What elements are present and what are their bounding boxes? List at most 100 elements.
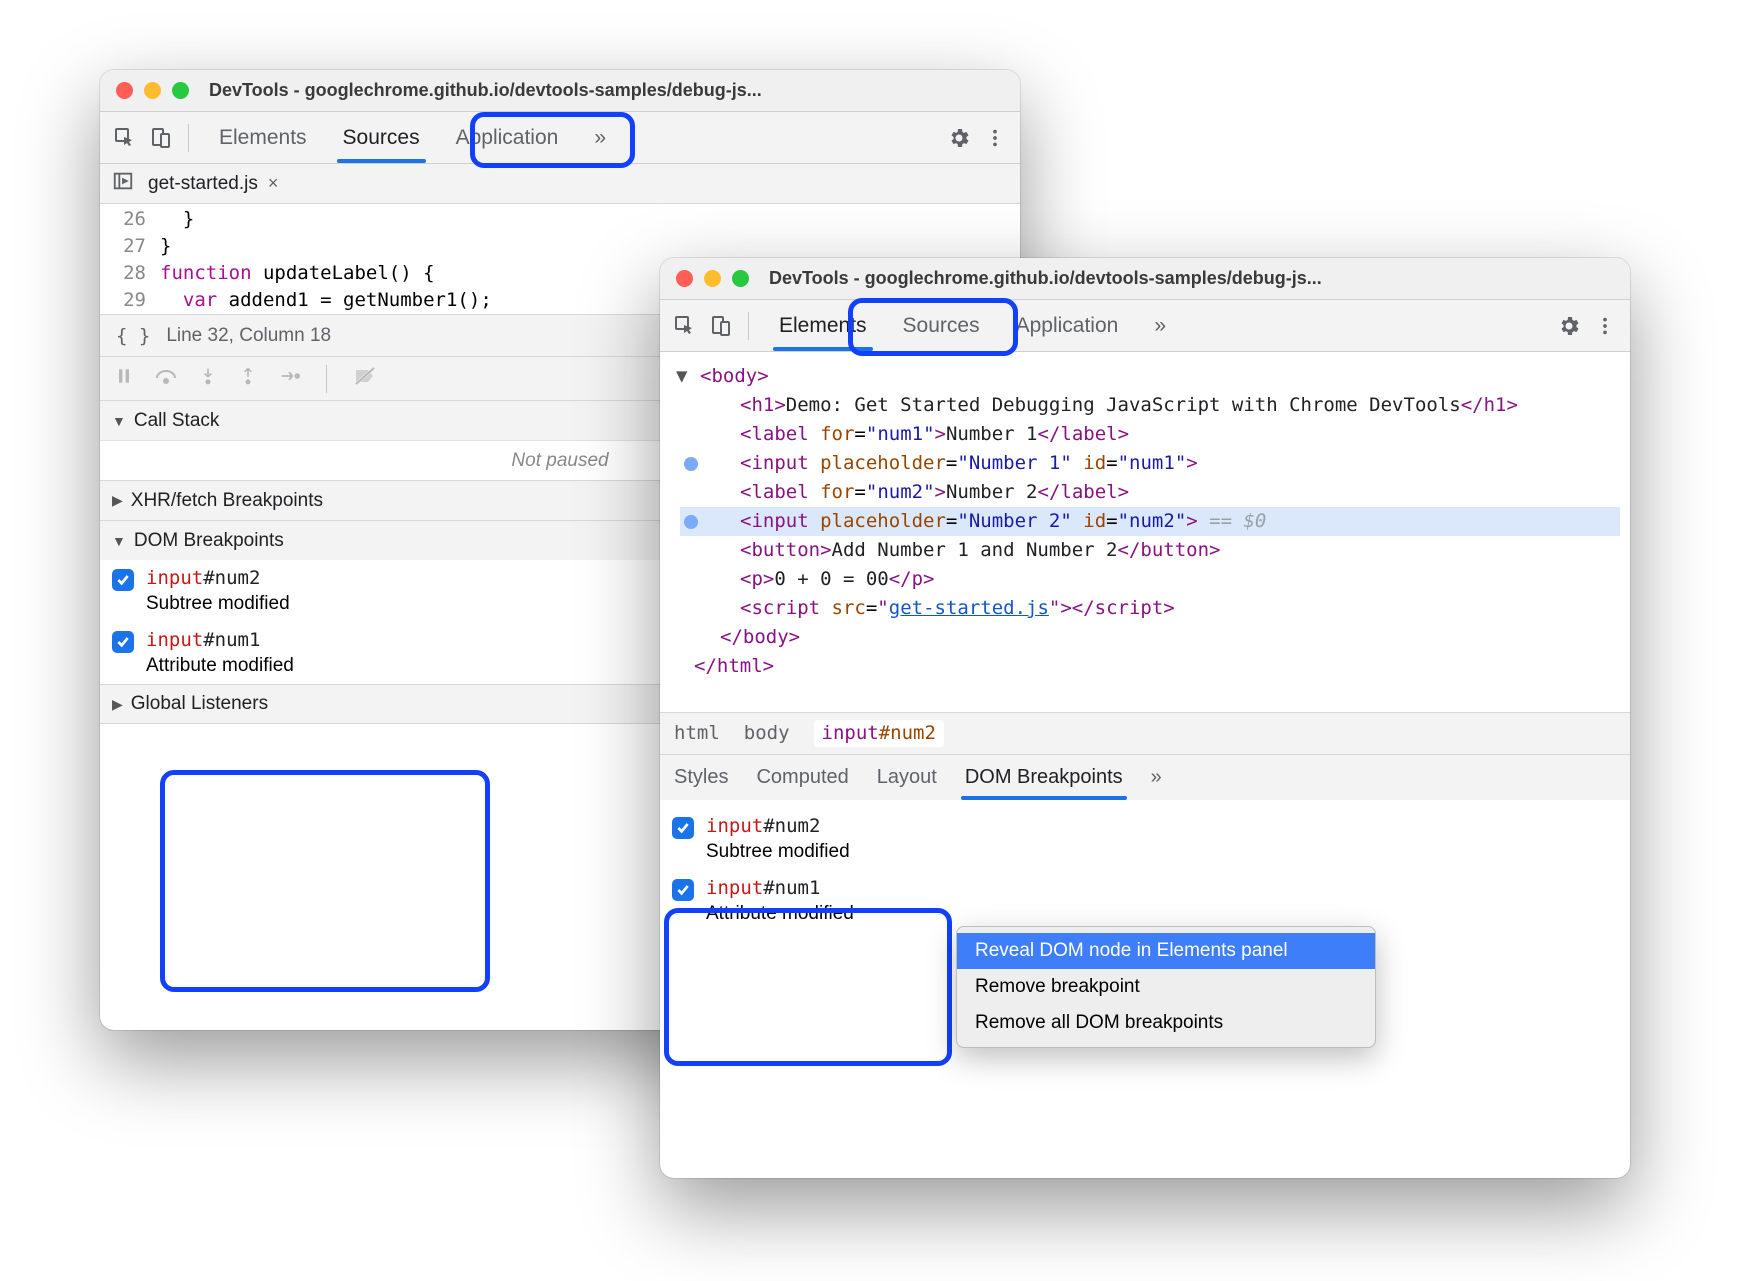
step-over-icon[interactable]	[154, 366, 178, 391]
line-number: 26	[100, 206, 160, 233]
line-number: 28	[100, 260, 160, 287]
panel-tabs: Elements Sources Application »	[761, 300, 1184, 351]
subtab-styles[interactable]: Styles	[674, 755, 728, 800]
dom-node-body-close[interactable]: </body>	[680, 623, 1620, 652]
dom-breakpoint-item[interactable]: input#num2Subtree modified	[660, 808, 1630, 870]
kebab-icon[interactable]	[980, 123, 1010, 153]
dom-node-h1[interactable]: <h1>Demo: Get Started Debugging JavaScri…	[680, 391, 1620, 420]
step-into-icon[interactable]	[198, 366, 218, 391]
dom-node-script[interactable]: <script src="get-started.js"></script>	[680, 594, 1620, 623]
window-title: DevTools - googlechrome.github.io/devtoo…	[769, 268, 1322, 289]
line-number: 29	[100, 287, 160, 314]
chevron-right-icon: ▶	[112, 696, 123, 713]
breakpoint-label: input#num2Subtree modified	[706, 814, 850, 864]
code-line: function updateLabel() {	[160, 260, 435, 287]
tab-elements[interactable]: Elements	[761, 300, 885, 351]
dom-node-button[interactable]: <button>Add Number 1 and Number 2</butto…	[680, 536, 1620, 565]
file-tab[interactable]: get-started.js ×	[148, 173, 278, 195]
breakpoint-marker-icon	[684, 457, 698, 471]
ctx-remove-all-breakpoints[interactable]: Remove all DOM breakpoints	[957, 1005, 1375, 1041]
main-toolbar: Elements Sources Application »	[100, 112, 1020, 164]
dom-node-input-num1[interactable]: <input placeholder="Number 1" id="num1">	[680, 449, 1620, 478]
code-line: }	[160, 206, 194, 233]
tab-more[interactable]: »	[1136, 300, 1184, 351]
dom-breakpoint-item[interactable]: input#num1Attribute modified	[660, 870, 1630, 932]
cursor-position: Line 32, Column 18	[166, 325, 331, 347]
device-toggle-icon[interactable]	[706, 311, 736, 341]
minimize-icon[interactable]	[144, 82, 161, 99]
chevron-down-icon: ▼	[112, 413, 126, 429]
minimize-icon[interactable]	[704, 270, 721, 287]
crumb-html[interactable]: html	[674, 722, 720, 745]
divider	[188, 124, 189, 152]
checkbox-checked-icon[interactable]	[112, 569, 134, 591]
code-line: }	[160, 233, 171, 260]
line-number: 27	[100, 233, 160, 260]
breakpoint-label: input#num1Attribute modified	[706, 876, 854, 926]
subtab-dom-breakpoints[interactable]: DOM Breakpoints	[965, 755, 1123, 800]
tab-application[interactable]: Application	[998, 300, 1137, 351]
step-out-icon[interactable]	[238, 366, 258, 391]
tab-application[interactable]: Application	[438, 112, 577, 163]
titlebar: DevTools - googlechrome.github.io/devtoo…	[100, 70, 1020, 112]
inspect-icon[interactable]	[670, 311, 700, 341]
tab-elements[interactable]: Elements	[201, 112, 325, 163]
step-icon[interactable]	[278, 366, 300, 391]
dom-node-p[interactable]: <p>0 + 0 = 00</p>	[680, 565, 1620, 594]
inspect-icon[interactable]	[110, 123, 140, 153]
main-toolbar: Elements Sources Application »	[660, 300, 1630, 352]
zoom-icon[interactable]	[172, 82, 189, 99]
divider	[748, 312, 749, 340]
dom-node-body[interactable]: ▼<body>	[680, 362, 1620, 391]
ctx-remove-breakpoint[interactable]: Remove breakpoint	[957, 969, 1375, 1005]
device-toggle-icon[interactable]	[146, 123, 176, 153]
styles-tabs: Styles Computed Layout DOM Breakpoints »	[660, 754, 1630, 800]
breakpoint-marker-icon	[684, 515, 698, 529]
breakpoint-label: input#num1Attribute modified	[146, 628, 294, 678]
subtab-computed[interactable]: Computed	[756, 755, 848, 800]
dom-node-html-close[interactable]: </html>	[680, 652, 1620, 681]
kebab-icon[interactable]	[1590, 311, 1620, 341]
crumb-body[interactable]: body	[744, 722, 790, 745]
subtab-layout[interactable]: Layout	[877, 755, 937, 800]
crumb-selected[interactable]: input#num2	[814, 720, 944, 747]
chevron-right-icon: ▶	[112, 492, 123, 509]
subtab-more[interactable]: »	[1151, 755, 1162, 800]
chevron-down-icon: ▼	[112, 533, 126, 549]
dom-node-label[interactable]: <label for="num2">Number 2</label>	[680, 478, 1620, 507]
gear-icon[interactable]	[1554, 311, 1584, 341]
pretty-print-icon[interactable]: { }	[116, 325, 150, 347]
panel-tabs: Elements Sources Application »	[201, 112, 624, 163]
window-title: DevTools - googlechrome.github.io/devtoo…	[209, 80, 762, 101]
gear-icon[interactable]	[944, 123, 974, 153]
pause-icon[interactable]	[114, 366, 134, 391]
tab-sources[interactable]: Sources	[885, 300, 998, 351]
context-menu: Reveal DOM node in Elements panel Remove…	[956, 926, 1376, 1048]
dom-node-input-num2[interactable]: <input placeholder="Number 2" id="num2">…	[680, 507, 1620, 536]
breadcrumb[interactable]: html body input#num2	[660, 712, 1630, 754]
close-icon[interactable]	[676, 270, 693, 287]
tab-sources[interactable]: Sources	[325, 112, 438, 163]
code-line: var addend1 = getNumber1();	[160, 287, 492, 314]
close-icon[interactable]	[116, 82, 133, 99]
traffic-lights	[116, 82, 189, 99]
navigator-toggle-icon[interactable]	[112, 170, 134, 197]
checkbox-checked-icon[interactable]	[672, 879, 694, 901]
breakpoint-label: input#num2Subtree modified	[146, 566, 290, 616]
zoom-icon[interactable]	[732, 270, 749, 287]
ctx-reveal-dom-node[interactable]: Reveal DOM node in Elements panel	[957, 933, 1375, 969]
close-tab-icon[interactable]: ×	[268, 173, 279, 194]
tab-more[interactable]: »	[576, 112, 624, 163]
highlight-dom-breakpoints-sources	[160, 770, 490, 992]
divider	[326, 365, 327, 393]
checkbox-checked-icon[interactable]	[672, 817, 694, 839]
checkbox-checked-icon[interactable]	[112, 631, 134, 653]
dom-node-label[interactable]: <label for="num1">Number 1</label>	[680, 420, 1620, 449]
deactivate-breakpoints-icon[interactable]	[353, 366, 377, 391]
dom-tree[interactable]: ▼<body> <h1>Demo: Get Started Debugging …	[660, 352, 1630, 712]
traffic-lights	[676, 270, 749, 287]
dom-breakpoints-list: input#num2Subtree modified input#num1Att…	[660, 800, 1630, 932]
titlebar: DevTools - googlechrome.github.io/devtoo…	[660, 258, 1630, 300]
file-tabs: get-started.js ×	[100, 164, 1020, 204]
file-name: get-started.js	[148, 173, 258, 195]
